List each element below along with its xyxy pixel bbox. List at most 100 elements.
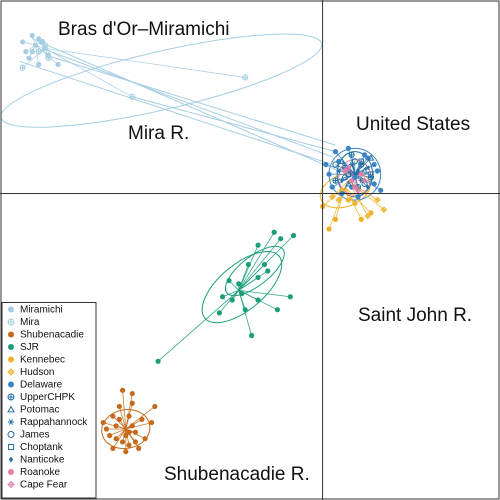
point-shubenacadie-19 (129, 423, 135, 429)
point-kennebec-4 (358, 216, 364, 222)
point-sjr-13 (216, 310, 222, 316)
point-upperchpk-3 (332, 177, 339, 184)
point-delaware-0 (345, 145, 351, 151)
point-upperchpk-0 (358, 161, 365, 168)
point-rappahannock-2 (336, 168, 342, 174)
point-delaware-13 (374, 168, 381, 174)
legend-marker-hudson (7, 368, 15, 376)
point-sjr-18 (290, 232, 297, 239)
point-shubenacadie-4 (119, 439, 126, 445)
point-choptank-1 (358, 158, 365, 165)
point-delaware-7 (329, 184, 335, 190)
point-nanticoke-2 (365, 184, 370, 190)
point-shubenacadie-10 (142, 436, 148, 442)
point-potomac-0 (338, 157, 346, 164)
point-sjr-3 (261, 261, 268, 268)
point-kennebec-3 (332, 216, 339, 222)
legend-marker-delaware (8, 381, 14, 388)
connector-line-2 (19, 60, 333, 165)
point-sjr-17 (155, 358, 161, 364)
point-roanoke-2 (342, 168, 348, 174)
point-choptank-0 (345, 171, 352, 177)
spoke-sjr-11 (238, 289, 291, 298)
point-sjr-6 (226, 278, 232, 284)
point-miramichi-6 (26, 55, 32, 61)
spoke-sjr-7 (222, 289, 239, 298)
point-cape-fear-2 (354, 187, 362, 194)
spoke-delaware-8 (354, 173, 381, 191)
spoke-shubenacadie-15 (122, 390, 127, 430)
label-united-states: United States (356, 114, 470, 135)
point-mira-0 (35, 48, 42, 55)
spoke-sjr-0 (238, 232, 275, 291)
legend-marker-james (7, 431, 15, 438)
point-sjr-16 (229, 297, 235, 303)
point-mira-6 (38, 38, 46, 46)
spoke-sjr-12 (238, 290, 252, 336)
point-shubenacadie-24 (129, 390, 135, 397)
point-sjr-1 (278, 236, 284, 242)
point-layer (19, 32, 388, 455)
point-miramichi-10 (29, 49, 35, 55)
spoke-shubenacadie-21 (112, 415, 127, 430)
legend-label-kennebec: Kennebec (20, 355, 65, 366)
point-shubenacadie-15 (119, 387, 126, 393)
point-mira-3 (129, 93, 136, 100)
point-potomac-3 (367, 154, 375, 161)
legend-label-roanoke: Roanoke (20, 467, 60, 478)
ellipse-sjr-2 (201, 251, 283, 324)
point-roanoke-0 (349, 178, 355, 184)
label-saint-john: Saint John R. (358, 305, 472, 326)
point-shubenacadie-22 (132, 439, 139, 445)
legend-marker-potomac (7, 405, 15, 413)
point-delaware-8 (378, 187, 384, 193)
point-sjr-8 (242, 307, 248, 313)
legend-box (1, 302, 97, 499)
point-delaware-4 (326, 171, 332, 177)
spoke-shubenacadie-0 (118, 406, 127, 430)
point-upperchpk-5 (348, 151, 355, 158)
spoke-kennebec-7 (344, 186, 372, 214)
legend-label-rappahannock: Rappahannock (20, 417, 88, 428)
point-mira-5 (45, 54, 52, 62)
point-hudson-3 (374, 196, 381, 204)
point-james-0 (351, 158, 358, 165)
point-nanticoke-0 (356, 168, 360, 174)
point-sjr-15 (265, 268, 271, 274)
point-delaware-12 (332, 149, 339, 155)
legend-label-hudson: Hudson (20, 367, 54, 378)
spoke-shubenacadie-24 (125, 393, 133, 430)
point-kennebec-6 (345, 197, 351, 203)
point-shubenacadie-5 (107, 432, 113, 439)
point-roanoke-3 (352, 184, 358, 190)
point-shubenacadie-0 (116, 403, 122, 410)
point-shubenacadie-14 (136, 445, 142, 451)
point-miramichi-1 (19, 39, 26, 45)
point-hudson-0 (380, 206, 388, 213)
spoke-hudson-3 (348, 180, 378, 201)
ellipse-sjr-3 (224, 245, 285, 297)
spoke-sjr-15 (238, 270, 268, 291)
spoke-mira-4 (45, 47, 246, 78)
legend-marker-sjr (8, 344, 14, 350)
connector-line-4 (132, 96, 336, 153)
connector-line-1 (41, 47, 336, 159)
legend-label-cape-fear: Cape Fear (20, 480, 68, 491)
legend-label-sjr: SJR (20, 342, 39, 353)
point-hudson-2 (335, 196, 343, 204)
point-roanoke-1 (358, 171, 364, 177)
point-sjr-11 (287, 294, 293, 300)
legend-label-upperchpk: UpperCHPK (20, 392, 75, 403)
point-delaware-9 (355, 194, 361, 200)
point-shubenacadie-12 (126, 429, 132, 435)
point-shubenacadie-21 (110, 413, 116, 419)
point-shubenacadie-23 (152, 403, 158, 410)
point-sjr-10 (274, 307, 281, 313)
legend-label-nanticoke: Nanticoke (20, 455, 65, 466)
legend-marker-kennebec (8, 356, 14, 363)
point-hudson-1 (364, 212, 372, 220)
